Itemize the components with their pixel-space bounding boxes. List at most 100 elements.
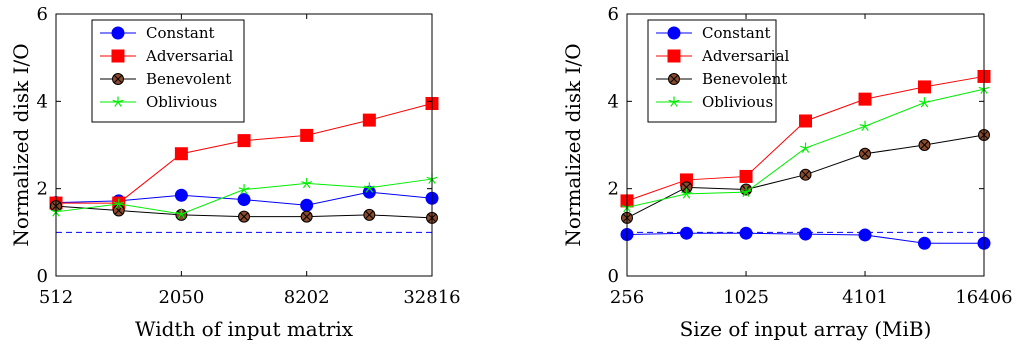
star-ray (686, 191, 692, 195)
legend-label: Constant (146, 24, 215, 42)
legend-item-constant: Constant (656, 24, 771, 42)
star-ray (668, 99, 675, 103)
star-ray (919, 100, 925, 104)
star-ray (924, 102, 929, 108)
chart-array-size: 0 2 4 6 256 1025 4101 16406 Size of input array … (561, 4, 1013, 341)
star-ray (864, 123, 871, 127)
x-tick-label: 8202 (284, 287, 330, 308)
marker-cross (302, 212, 311, 221)
legend-item-benevolent: Benevolent (656, 70, 787, 88)
star-ray (55, 209, 62, 213)
star-ray (240, 189, 245, 195)
legend-label: Adversarial (701, 47, 790, 65)
star-ray (181, 211, 187, 215)
plot-frame (55, 13, 433, 277)
y-tick-label: 6 (37, 4, 48, 25)
star-ray (621, 205, 628, 209)
circle-marker (667, 26, 681, 40)
star-ray (431, 178, 436, 184)
legend-label: Constant (702, 24, 771, 42)
x-axis-label: Width of input matrix (135, 317, 354, 341)
square-marker (667, 49, 681, 63)
circle-marker (799, 227, 813, 241)
star-marker (175, 208, 187, 219)
star-ray (365, 187, 370, 193)
circle-marker (858, 228, 872, 242)
legend-label: Oblivious (146, 93, 217, 111)
y-tick-label: 2 (37, 179, 48, 200)
legend-item-constant: Constant (100, 24, 215, 42)
legend: Constant Adversarial Benevolent Oblivious (647, 19, 790, 123)
star-marker (919, 97, 930, 108)
star-ray (805, 147, 810, 153)
marker-cross (113, 74, 123, 84)
square-marker (799, 114, 813, 128)
star-ray (243, 189, 248, 195)
series-constant (620, 226, 991, 250)
star-ray (740, 189, 747, 193)
marker-cross (669, 74, 679, 84)
star-ray (117, 101, 122, 107)
star-ray (55, 211, 60, 217)
square-marker (739, 169, 753, 183)
legend: Constant Adversarial Benevolent Oblivious (91, 19, 245, 123)
y-tick-label: 4 (37, 91, 48, 112)
crossed-circle-marker (668, 73, 680, 85)
crossed-circle-marker (680, 181, 693, 194)
legend-label: Benevolent (146, 70, 231, 88)
square-marker (237, 134, 251, 148)
circle-marker (111, 26, 125, 40)
circle-marker (918, 236, 932, 250)
circle-marker (174, 188, 188, 202)
x-tick-label: 2050 (158, 287, 204, 308)
circle-marker (237, 193, 251, 207)
legend-item-adversarial: Adversarial (100, 47, 234, 65)
series-oblivious (621, 83, 990, 213)
star-ray (924, 100, 930, 104)
star-ray (670, 101, 675, 107)
star-ray (805, 145, 811, 149)
star-ray (983, 88, 988, 94)
y-tick-label: 0 (37, 266, 48, 287)
y-axis-label: Normalized disk I/O (561, 43, 585, 246)
marker-cross (860, 149, 870, 158)
crossed-circle-marker (300, 210, 313, 223)
star-ray (673, 101, 678, 107)
y-tick-label: 4 (608, 91, 619, 112)
x-tick-label: 1025 (723, 287, 769, 308)
star-ray (426, 176, 433, 180)
star-marker (681, 188, 692, 199)
star-marker (301, 177, 313, 189)
star-ray (861, 125, 866, 132)
star-marker (740, 186, 752, 197)
x-tick-label: 4101 (842, 287, 888, 308)
star-ray (302, 183, 308, 189)
star-ray (243, 187, 250, 191)
star-ray (428, 178, 433, 184)
plot-frame (626, 13, 985, 277)
square-marker (111, 49, 125, 63)
y-tick-label: 6 (608, 4, 619, 25)
star-ray (745, 191, 750, 197)
star-ray (626, 205, 633, 209)
star-ray (682, 193, 687, 199)
star-ray (175, 211, 182, 215)
star-ray (800, 145, 806, 149)
marker-cross (682, 183, 691, 192)
star-ray (983, 86, 990, 90)
star-ray (113, 201, 119, 205)
star-marker (238, 184, 250, 195)
star-ray (864, 125, 869, 132)
circle-marker (300, 198, 314, 212)
star-ray (114, 101, 119, 107)
star-ray (52, 211, 57, 217)
star-ray (742, 191, 747, 197)
crossed-circle-marker (363, 208, 376, 221)
star-ray (920, 102, 925, 108)
star-ray (745, 189, 752, 193)
star-ray (673, 99, 680, 103)
square-marker (918, 80, 932, 94)
chart-matrix-width: 0 2 4 6 512 2050 8202 32816 Width of input matri… (9, 4, 461, 341)
square-marker (858, 92, 872, 106)
